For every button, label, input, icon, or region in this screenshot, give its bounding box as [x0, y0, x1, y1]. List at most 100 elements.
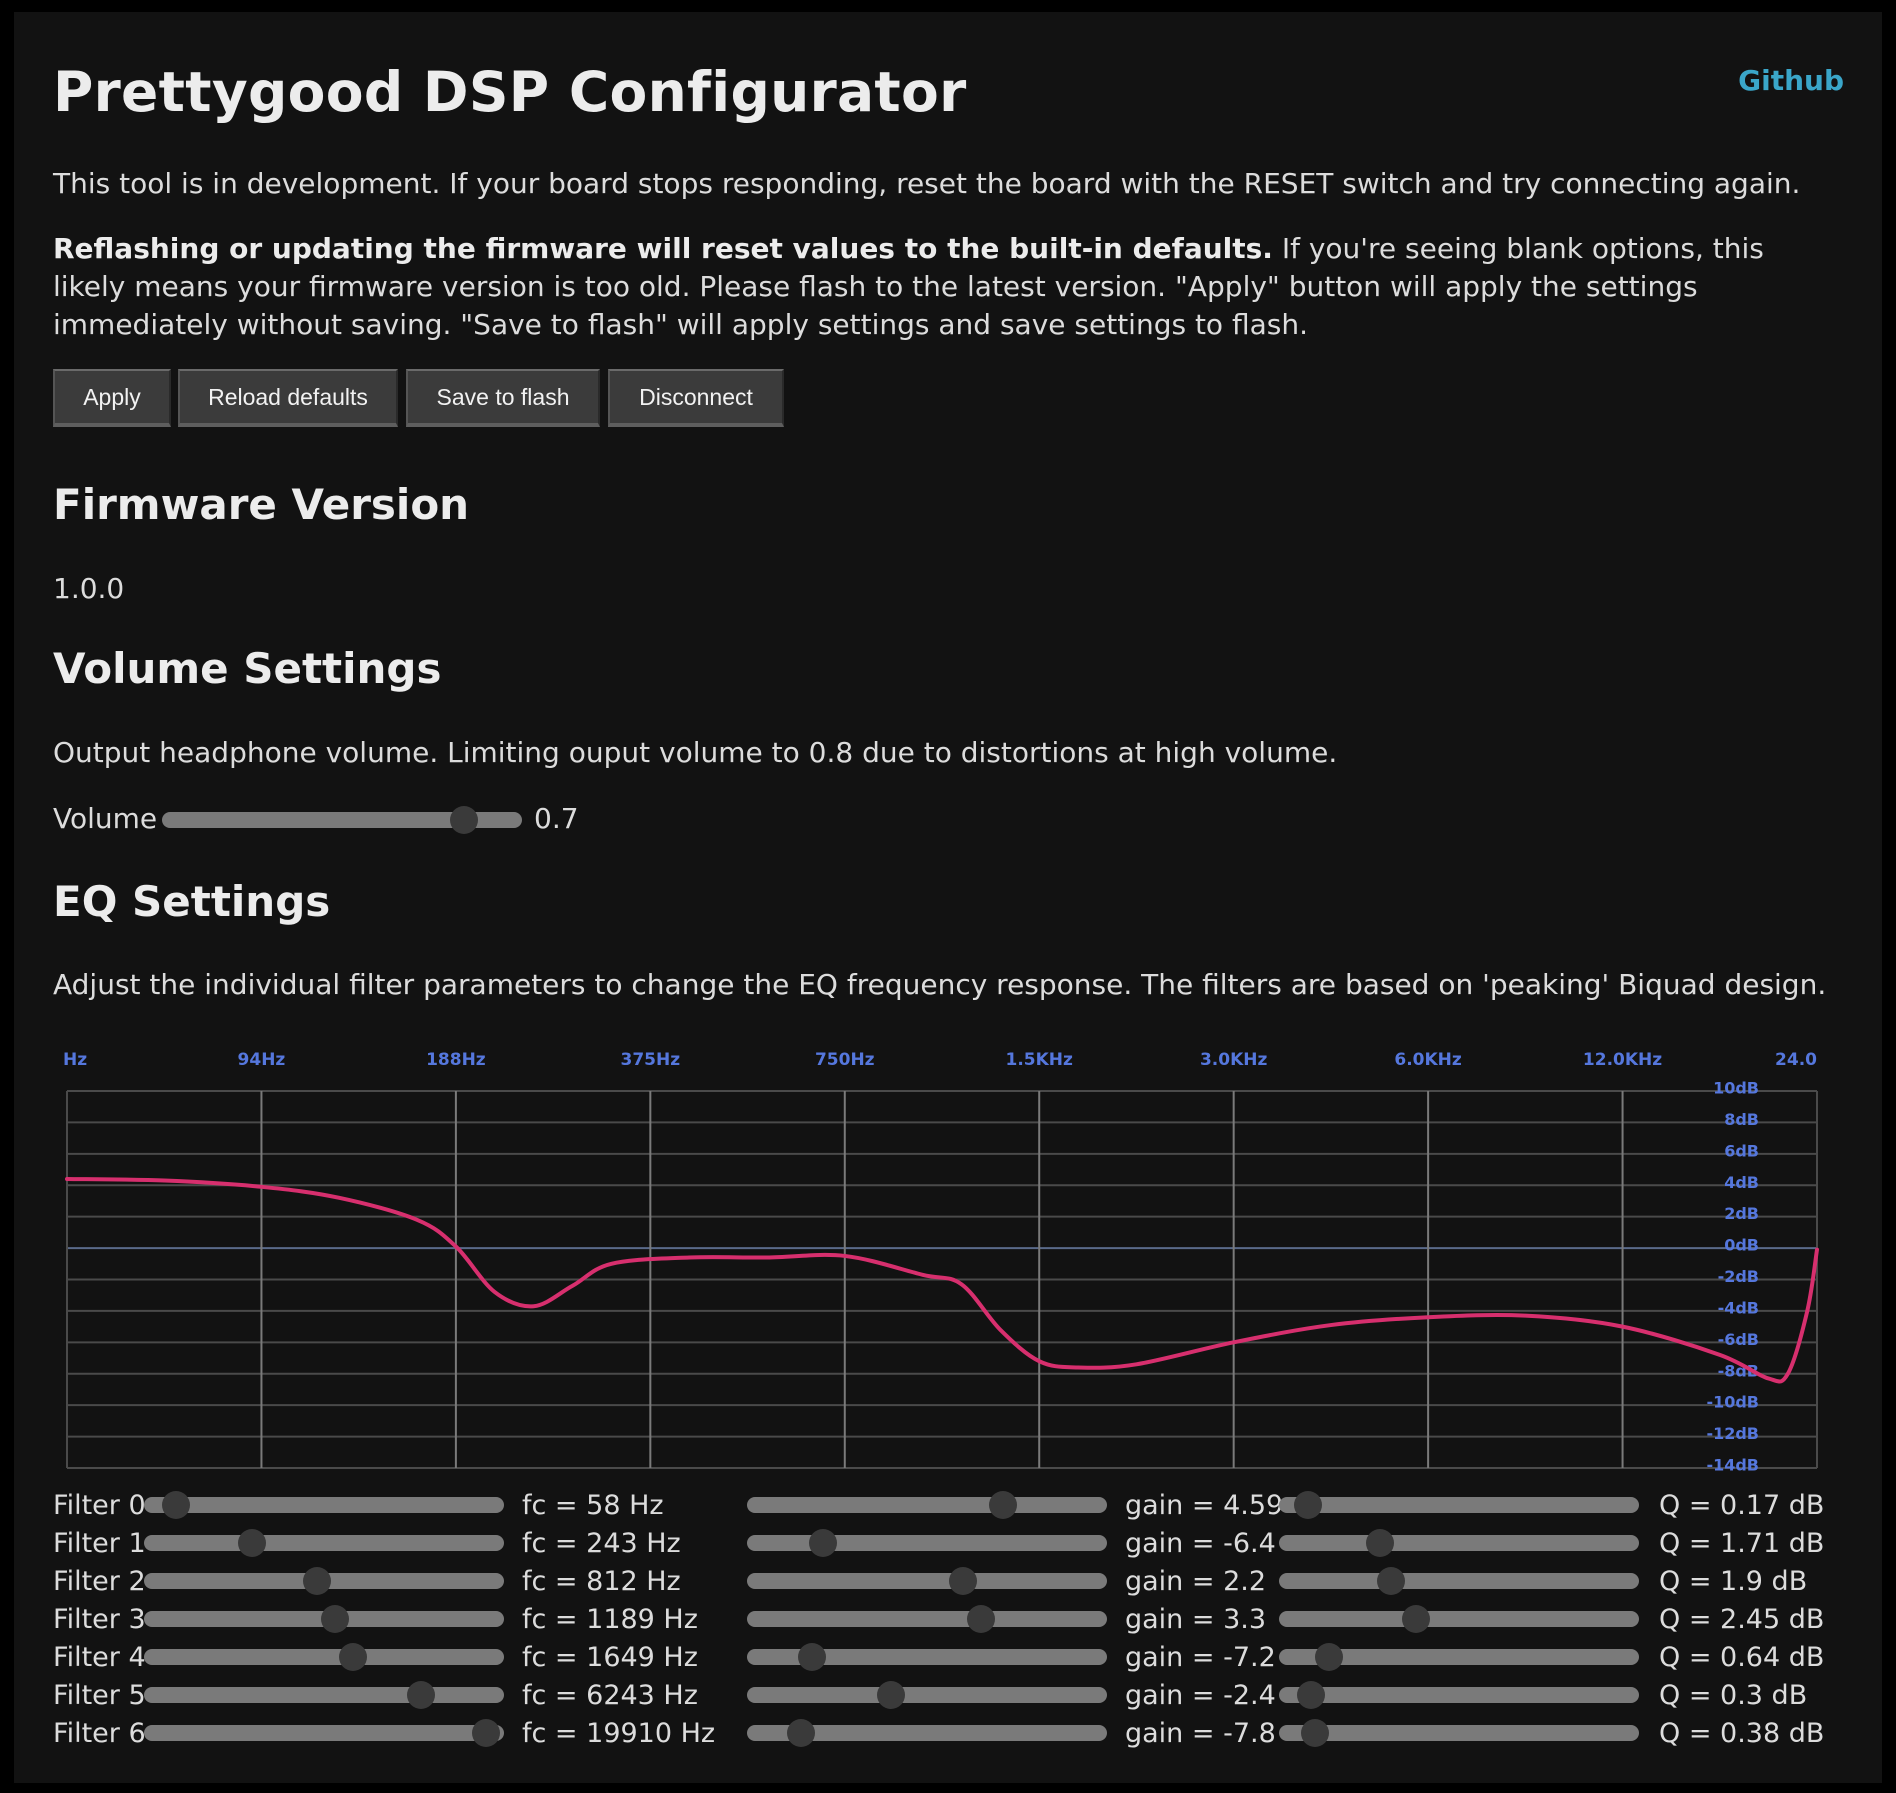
- filter-3-fc-value: fc = 1189 Hz: [522, 1604, 698, 1635]
- y-tick-label: 6dB: [1724, 1141, 1759, 1160]
- y-tick-label: -4dB: [1718, 1298, 1759, 1317]
- filter-5-gain-slider[interactable]: [747, 1681, 1107, 1709]
- x-tick-label: 94Hz: [238, 1050, 286, 1070]
- filter-3-q-value: Q = 2.45 dB: [1659, 1604, 1825, 1635]
- filter-6-fc-value: fc = 19910 Hz: [522, 1718, 716, 1749]
- filter-0-fc-slider[interactable]: [144, 1491, 504, 1519]
- y-tick-label: 10dB: [1713, 1079, 1759, 1098]
- eq-response-chart: Hz 94Hz 188Hz 375Hz 750Hz 1.5KHz 3.0KHz 6.0KHz 1…: [63, 1050, 1819, 1475]
- x-tick-label: 188Hz: [426, 1050, 486, 1070]
- filter-4-q-value: Q = 0.64 dB: [1659, 1642, 1825, 1673]
- filter-2-gain-slider[interactable]: [747, 1567, 1107, 1595]
- filter-1-fc-slider[interactable]: [144, 1529, 504, 1557]
- filter-1-q-slider[interactable]: [1279, 1529, 1639, 1557]
- y-tick-label: -6dB: [1718, 1330, 1759, 1349]
- reload-defaults-button[interactable]: Reload defaults: [178, 369, 398, 427]
- volume-slider[interactable]: [162, 806, 522, 834]
- filter-4-gain-value: gain = -7.2: [1125, 1642, 1276, 1673]
- filter-2-fc-thumb[interactable]: [302, 1567, 331, 1595]
- filter-0-gain-value: gain = 4.59: [1125, 1490, 1284, 1521]
- filter-2-fc-value: fc = 812 Hz: [522, 1566, 681, 1597]
- filter-6-gain-slider[interactable]: [747, 1719, 1107, 1747]
- filter-1-gain-value: gain = -6.4: [1125, 1528, 1276, 1559]
- filter-4-fc-value: fc = 1649 Hz: [522, 1642, 698, 1673]
- y-tick-label: -10dB: [1706, 1393, 1759, 1412]
- filter-1-fc-value: fc = 243 Hz: [522, 1528, 681, 1559]
- filter-1-gain-thumb[interactable]: [808, 1529, 837, 1557]
- filter-4-fc-slider[interactable]: [144, 1643, 504, 1671]
- filter-5-fc-value: fc = 6243 Hz: [522, 1680, 698, 1711]
- apply-button[interactable]: Apply: [53, 369, 171, 427]
- warning-bold: Reflashing or updating the firmware will…: [53, 232, 1273, 265]
- filter-6-gain-thumb[interactable]: [787, 1719, 815, 1747]
- filter-2-gain-value: gain = 2.2: [1125, 1566, 1267, 1597]
- y-tick-label: 8dB: [1724, 1110, 1759, 1129]
- filter-3-fc-slider[interactable]: [144, 1605, 504, 1633]
- filter-6-fc-slider[interactable]: [144, 1719, 504, 1747]
- filter-3-gain-thumb[interactable]: [967, 1605, 995, 1633]
- volume-heading: Volume Settings: [53, 644, 442, 693]
- filter-5-q-thumb[interactable]: [1297, 1681, 1326, 1709]
- filter-0-label: Filter 0: [53, 1490, 146, 1521]
- intro-text: This tool is in development. If your boa…: [53, 167, 1801, 200]
- filter-2-q-value: Q = 1.9 dB: [1659, 1566, 1808, 1597]
- x-tick-label: 12.0KHz: [1583, 1050, 1662, 1070]
- x-tick-label: 24.0: [1775, 1050, 1817, 1070]
- filter-3-fc-thumb[interactable]: [320, 1605, 349, 1633]
- filter-2-fc-slider[interactable]: [144, 1567, 504, 1595]
- filter-4-gain-slider[interactable]: [747, 1643, 1107, 1671]
- filter-6-fc-thumb[interactable]: [472, 1719, 500, 1747]
- filter-6-q-slider[interactable]: [1279, 1719, 1639, 1747]
- filter-4-q-slider[interactable]: [1279, 1643, 1639, 1671]
- filter-4-gain-thumb[interactable]: [797, 1643, 826, 1671]
- filter-1-gain-slider[interactable]: [747, 1529, 1107, 1557]
- filter-3-gain-value: gain = 3.3: [1125, 1604, 1267, 1635]
- filter-4-q-thumb[interactable]: [1315, 1643, 1344, 1671]
- filter-0-fc-value: fc = 58 Hz: [522, 1490, 664, 1521]
- filter-3-q-slider[interactable]: [1279, 1605, 1639, 1633]
- filter-0-gain-thumb[interactable]: [988, 1491, 1017, 1519]
- filter-0-fc-thumb[interactable]: [162, 1491, 191, 1519]
- filter-3-gain-slider[interactable]: [747, 1605, 1107, 1633]
- filter-0-q-slider[interactable]: [1279, 1491, 1639, 1519]
- eq-response-curve: [65, 1176, 1819, 1384]
- filter-4-fc-thumb[interactable]: [338, 1643, 367, 1671]
- y-tick-label: 4dB: [1724, 1173, 1759, 1192]
- x-tick-label: 3.0KHz: [1200, 1050, 1268, 1070]
- x-tick-label: 6.0KHz: [1394, 1050, 1462, 1070]
- filter-6-q-value: Q = 0.38 dB: [1659, 1718, 1825, 1749]
- filter-3-q-thumb[interactable]: [1401, 1605, 1430, 1633]
- page-title: Prettygood DSP Configurator: [53, 60, 967, 124]
- volume-slider-thumb[interactable]: [450, 806, 479, 834]
- x-tick-label: 375Hz: [621, 1050, 681, 1070]
- filter-5-q-slider[interactable]: [1279, 1681, 1639, 1709]
- filter-0-q-value: Q = 0.17 dB: [1659, 1490, 1825, 1521]
- eq-heading: EQ Settings: [53, 877, 331, 926]
- filter-2-gain-thumb[interactable]: [949, 1567, 977, 1595]
- warning-text: Reflashing or updating the firmware will…: [53, 230, 1843, 344]
- filter-5-gain-value: gain = -2.4: [1125, 1680, 1276, 1711]
- volume-value: 0.7: [534, 802, 579, 835]
- filter-0-gain-slider[interactable]: [747, 1491, 1107, 1519]
- disconnect-button[interactable]: Disconnect: [608, 369, 784, 427]
- y-tick-label: 0dB: [1724, 1236, 1759, 1255]
- filter-5-gain-thumb[interactable]: [877, 1681, 905, 1709]
- filter-2-label: Filter 2: [53, 1566, 146, 1597]
- y-tick-label: 2dB: [1724, 1204, 1759, 1223]
- filter-4-label: Filter 4: [53, 1642, 146, 1673]
- filter-0-q-thumb[interactable]: [1293, 1491, 1322, 1519]
- filter-5-label: Filter 5: [53, 1680, 146, 1711]
- save-to-flash-button[interactable]: Save to flash: [406, 369, 600, 427]
- filter-1-q-thumb[interactable]: [1365, 1529, 1394, 1557]
- filter-5-q-value: Q = 0.3 dB: [1659, 1680, 1808, 1711]
- filter-5-fc-slider[interactable]: [144, 1681, 504, 1709]
- filter-5-fc-thumb[interactable]: [407, 1681, 436, 1709]
- filter-1-fc-thumb[interactable]: [238, 1529, 266, 1557]
- warning-rest: If you're seeing blank options, this lik…: [53, 232, 1764, 341]
- volume-label: Volume: [53, 802, 158, 835]
- filter-2-q-slider[interactable]: [1279, 1567, 1639, 1595]
- y-tick-label: -14dB: [1706, 1456, 1759, 1475]
- filter-6-q-thumb[interactable]: [1301, 1719, 1329, 1747]
- github-link[interactable]: Github: [1738, 64, 1844, 97]
- filter-2-q-thumb[interactable]: [1376, 1567, 1405, 1595]
